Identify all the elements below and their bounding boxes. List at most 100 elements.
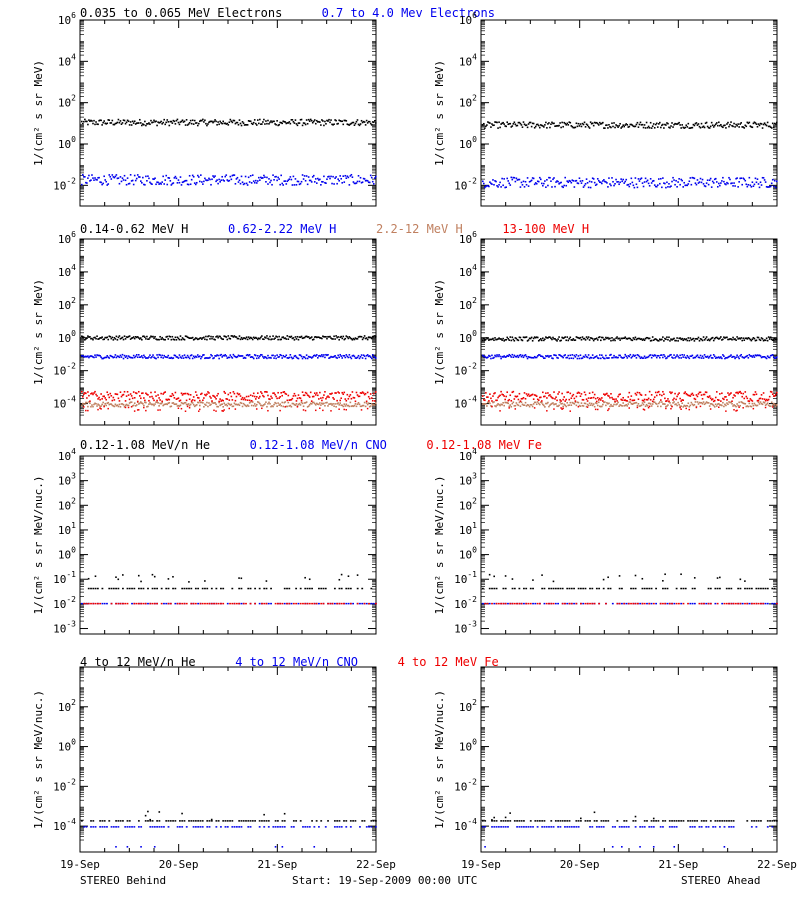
data-point	[721, 392, 723, 395]
data-point	[210, 335, 212, 338]
data-point	[164, 391, 167, 393]
data-point	[345, 120, 348, 122]
data-point	[727, 121, 729, 124]
data-point	[180, 338, 183, 341]
data-point	[524, 354, 527, 356]
data-point	[293, 184, 296, 186]
data-point	[331, 404, 333, 406]
data-point	[263, 395, 265, 398]
data-point	[175, 338, 178, 341]
data-point	[266, 391, 268, 393]
data-point	[241, 355, 244, 357]
data-point	[194, 391, 197, 393]
data-point	[648, 185, 651, 187]
data-point	[739, 177, 741, 180]
data-point	[132, 354, 135, 357]
data-point	[367, 181, 370, 184]
data-point	[233, 119, 236, 122]
data-point	[510, 126, 513, 128]
data-point	[502, 184, 504, 187]
data-point	[564, 176, 567, 179]
data-point	[223, 354, 226, 357]
data-point	[524, 397, 527, 400]
data-point	[331, 602, 334, 605]
data-point	[208, 357, 210, 359]
data-point	[579, 123, 582, 125]
data-point	[266, 335, 268, 337]
data-point	[213, 602, 215, 605]
data-point	[351, 338, 354, 341]
data-point	[288, 399, 291, 401]
data-point	[194, 183, 197, 186]
data-point	[140, 397, 142, 400]
data-point	[162, 338, 164, 340]
data-point	[84, 118, 86, 121]
data-point	[187, 123, 190, 125]
data-point	[308, 403, 311, 406]
data-point	[728, 355, 730, 358]
data-point	[660, 339, 662, 341]
data-point	[310, 181, 313, 183]
data-point	[743, 178, 746, 181]
data-point	[610, 393, 612, 395]
data-point	[263, 174, 265, 177]
data-point	[713, 355, 716, 358]
data-point	[490, 405, 492, 407]
data-point	[302, 122, 305, 124]
data-point	[553, 403, 555, 406]
data-point	[555, 125, 557, 127]
plot-frame	[79, 455, 377, 635]
data-point	[732, 185, 734, 187]
data-point	[131, 397, 134, 400]
data-point	[720, 404, 722, 406]
data-point	[607, 127, 609, 129]
data-point	[715, 336, 718, 339]
data-point	[167, 338, 170, 340]
data-point	[224, 404, 227, 406]
data-point	[205, 404, 207, 407]
data-point	[643, 398, 646, 401]
data-point	[370, 124, 373, 126]
data-point	[752, 185, 755, 187]
data-point	[361, 338, 364, 341]
data-point	[282, 184, 285, 186]
data-point	[672, 357, 674, 359]
data-point	[200, 401, 202, 404]
data-point	[108, 396, 111, 399]
data-point	[650, 339, 653, 342]
data-point	[661, 354, 663, 356]
data-point	[174, 336, 177, 339]
data-point	[670, 353, 672, 356]
data-point	[131, 602, 133, 605]
data-point	[554, 185, 556, 188]
data-point	[217, 336, 219, 339]
data-point	[652, 339, 655, 342]
data-point	[590, 397, 593, 399]
data-point	[770, 401, 773, 404]
data-point	[334, 177, 336, 180]
data-point	[517, 178, 520, 181]
data-point	[200, 174, 202, 176]
data-point	[191, 174, 194, 177]
data-point	[313, 392, 316, 394]
data-point	[625, 178, 628, 181]
data-point	[539, 401, 542, 403]
data-point	[261, 404, 263, 407]
data-point	[179, 602, 181, 605]
y-tick-label: 101	[459, 521, 477, 537]
data-point	[179, 335, 182, 337]
data-point	[125, 355, 128, 357]
data-point	[598, 121, 601, 124]
y-tick-label: 10-4	[53, 395, 76, 411]
data-point	[534, 125, 537, 128]
data-point	[688, 339, 691, 342]
data-point	[254, 587, 257, 590]
data-point	[247, 587, 250, 590]
data-point	[122, 338, 125, 341]
data-point	[181, 181, 184, 184]
data-point	[742, 402, 745, 405]
data-point	[528, 405, 531, 408]
data-point	[221, 410, 223, 412]
data-point	[188, 174, 191, 177]
data-point	[232, 336, 235, 338]
